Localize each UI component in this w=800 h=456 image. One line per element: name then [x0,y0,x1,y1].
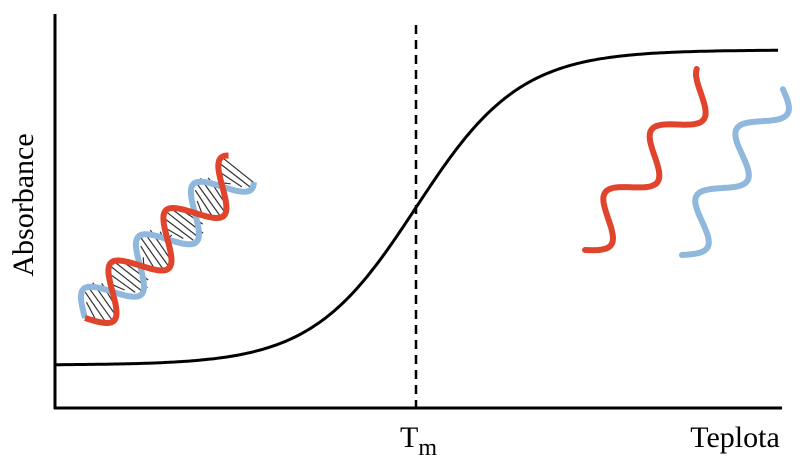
x-axis-label: Teplota [690,421,780,454]
hatch [108,272,136,293]
hatch [143,231,171,268]
hatch [140,236,165,271]
hatch [195,182,222,218]
hatch [163,217,194,241]
hatch [218,162,252,188]
tm-subscript: m [418,435,437,456]
y-axis-label: Absorbance [7,133,40,276]
hatch [84,291,107,324]
strand-blue [78,178,257,319]
hatch [164,210,201,239]
hatch [140,245,156,271]
melting-curve [55,48,778,367]
hatch [86,285,114,322]
tm-label: Tm [400,421,437,456]
hatch [221,156,257,186]
hatch [194,189,214,219]
strand-red [84,152,230,327]
single-strands [582,66,792,258]
double-helix [78,152,257,327]
hatch [108,264,144,293]
single-strand [582,66,709,254]
single-strand [679,86,792,258]
tm-base: T [400,421,418,454]
hatch [218,170,243,188]
